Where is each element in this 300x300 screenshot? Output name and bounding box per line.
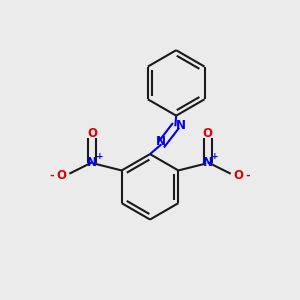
Text: O: O	[87, 127, 97, 140]
Text: O: O	[56, 169, 66, 182]
Text: -: -	[50, 170, 55, 180]
Text: N: N	[176, 119, 186, 132]
Text: N: N	[156, 135, 166, 148]
Text: -: -	[245, 170, 250, 180]
Text: O: O	[234, 169, 244, 182]
Text: O: O	[203, 127, 213, 140]
Text: N: N	[87, 156, 97, 169]
Text: +: +	[96, 152, 104, 161]
Text: +: +	[211, 152, 219, 161]
Text: N: N	[203, 156, 213, 169]
